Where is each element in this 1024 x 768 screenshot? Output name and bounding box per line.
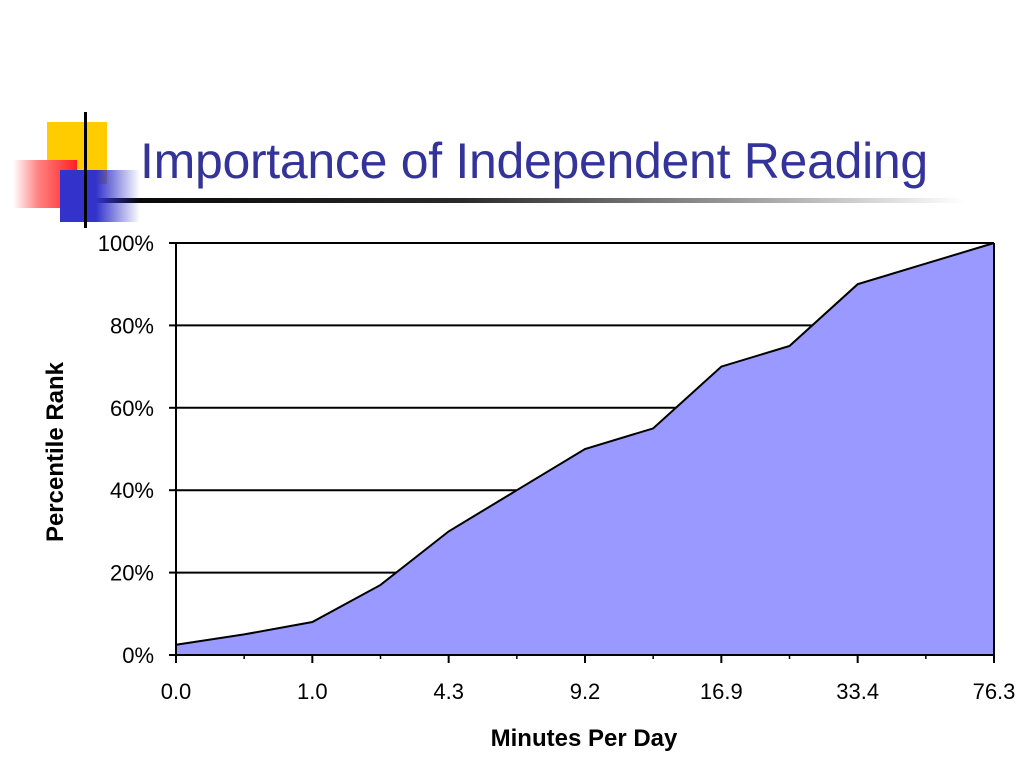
y-tick-label: 20% [110, 561, 154, 586]
x-tick-label: 4.3 [433, 679, 464, 704]
y-tick-label: 40% [110, 478, 154, 503]
y-tick-label: 80% [110, 313, 154, 338]
x-tick-label: 16.9 [700, 679, 743, 704]
plot-area [175, 242, 995, 655]
x-tick-label: 1.0 [297, 679, 328, 704]
x-axis-title: Minutes Per Day [491, 725, 678, 752]
slide-title: Importance of Independent Reading [140, 133, 928, 189]
x-tick-label: 0.0 [161, 679, 192, 704]
x-tick-label: 33.4 [836, 679, 879, 704]
title-underline [50, 198, 965, 203]
axes [169, 242, 995, 663]
tick-labels: 0% 20% 40% 60% 80% 100% 0.0 1.0 4.3 9.2 16.9 33.4 76… [98, 231, 1016, 704]
y-tick-label: 0% [122, 643, 154, 668]
decoration-vertical-line [84, 112, 87, 228]
y-axis-title: Percentile Rank [42, 361, 69, 542]
y-tick-label: 60% [110, 396, 154, 421]
decoration-blue-bar [60, 170, 140, 222]
x-tick-label: 76.3 [973, 679, 1016, 704]
x-tick-label: 9.2 [570, 679, 601, 704]
y-tick-label: 100% [98, 231, 154, 256]
area-outline [175, 242, 995, 646]
